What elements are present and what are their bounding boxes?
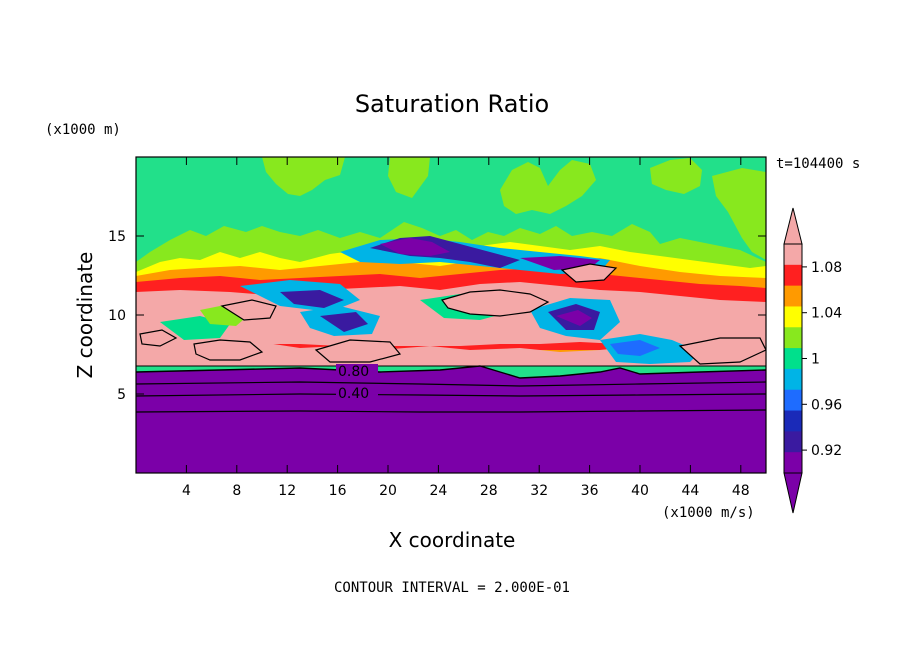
y-tick-label: 15 — [108, 229, 126, 245]
colorbar-label: 0.96 — [811, 397, 842, 413]
x-tick-label: 24 — [429, 483, 447, 499]
x-tick-label: 20 — [379, 483, 397, 499]
colorbar-segment — [784, 431, 802, 453]
colorbar-segment — [784, 327, 802, 349]
colorbar-segment — [784, 285, 802, 307]
y-tick-label: 5 — [117, 387, 126, 403]
colorbar-segment — [784, 244, 802, 266]
colorbar-segment — [784, 389, 802, 412]
x-axis: 4 8 12 16 20 24 28 32 36 40 44 48 — [182, 157, 750, 499]
plot-area — [136, 157, 766, 473]
colorbar-segment — [784, 368, 802, 391]
colorbar-segment — [784, 452, 802, 474]
contour-labels: 0.80 0.40 — [336, 364, 378, 402]
chart-title: Saturation Ratio — [355, 90, 549, 118]
colorbar-label: 1 — [811, 352, 820, 368]
x-tick-label: 44 — [681, 483, 699, 499]
colorbar-segment — [784, 306, 802, 328]
x-unit-label: (x1000 m/s) — [662, 505, 755, 521]
contour-label-0.40: 0.40 — [338, 386, 369, 402]
x-tick-label: 32 — [530, 483, 548, 499]
colorbar-segment — [784, 410, 802, 432]
contour-label-0.80: 0.80 — [338, 364, 369, 380]
x-tick-label: 48 — [732, 483, 750, 499]
x-tick-label: 4 — [182, 483, 191, 499]
contour-interval-footer: CONTOUR INTERVAL = 2.000E-01 — [334, 580, 570, 596]
y-axis-label: Z coordinate — [73, 252, 97, 379]
colorbar-over-arrow — [783, 207, 803, 245]
colorbar-under-arrow — [783, 472, 803, 514]
y-tick-label: 10 — [108, 308, 126, 324]
supersaturated-lenses — [139, 263, 766, 365]
lower-dry-layer — [136, 365, 766, 473]
y-axis: 5 10 15 — [108, 229, 766, 403]
x-tick-label: 36 — [581, 483, 599, 499]
x-tick-label: 16 — [329, 483, 347, 499]
x-axis-label: X coordinate — [389, 528, 516, 552]
colorbar-label: 1.08 — [811, 260, 842, 276]
colorbar: 0.92 0.96 1 1.04 1.08 — [783, 207, 842, 514]
x-tick-label: 28 — [480, 483, 498, 499]
time-label: t=104400 s — [776, 156, 860, 172]
colorbar-segment — [784, 348, 802, 370]
colorbar-label: 0.92 — [811, 443, 842, 459]
x-tick-label: 8 — [232, 483, 241, 499]
y-unit-label: (x1000 m) — [45, 122, 121, 138]
colorbar-label: 1.04 — [811, 306, 842, 322]
x-tick-label: 12 — [278, 483, 296, 499]
x-tick-label: 40 — [631, 483, 649, 499]
colorbar-segment — [784, 264, 802, 287]
